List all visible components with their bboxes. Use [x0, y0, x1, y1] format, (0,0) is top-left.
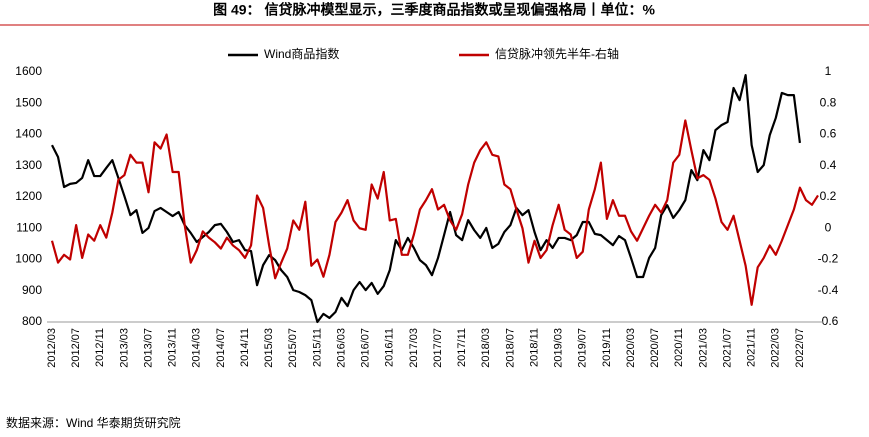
x-tick-label: 2020/03 [625, 328, 637, 368]
y2-tick-label: -0.4 [818, 283, 839, 297]
x-tick-label: 2015/07 [287, 328, 299, 368]
x-tick-label: 2019/11 [601, 328, 613, 367]
x-tick-label: 2019/03 [553, 328, 565, 368]
x-tick-label: 2021/11 [746, 328, 758, 367]
x-tick-label: 2015/03 [263, 328, 275, 368]
y2-tick-label: 0 [825, 220, 832, 234]
x-tick-label: 2017/11 [456, 328, 468, 367]
y2-tick-label: -0.2 [818, 252, 839, 266]
y-tick-label: 1600 [15, 64, 42, 78]
y-tick-label: 800 [22, 314, 42, 328]
x-tick-label: 2022/07 [794, 328, 806, 368]
x-tick-label: 2018/03 [480, 328, 492, 368]
x-tick-label: 2012/03 [46, 328, 58, 368]
y-tick-label: 1300 [15, 158, 42, 172]
x-tick-label: 2022/03 [770, 328, 782, 368]
x-tick-label: 2013/11 [167, 328, 179, 367]
x-tick-label: 2013/07 [142, 328, 154, 368]
y2-tick-label: 0.2 [820, 189, 837, 203]
x-tick-label: 2018/07 [504, 328, 516, 368]
x-tick-label: 2020/11 [673, 328, 685, 367]
x-tick-label: 2012/11 [94, 328, 106, 367]
series-line [50, 119, 819, 306]
series-line [51, 74, 802, 324]
x-tick-label: 2013/03 [118, 328, 130, 368]
x-tick-label: 2016/03 [335, 328, 347, 368]
x-tick-label: 2014/11 [239, 328, 251, 367]
y2-tick-label: -0.6 [818, 314, 839, 328]
y2-tick-label: 0.6 [820, 127, 837, 141]
x-tick-label: 2020/07 [649, 328, 661, 368]
x-tick-label: 2014/07 [215, 328, 227, 368]
x-tick-label: 2016/07 [360, 328, 372, 368]
legend-label: 信贷脉冲领先半年-右轴 [495, 46, 619, 61]
x-tick-label: 2019/07 [577, 328, 589, 368]
y-tick-label: 1000 [15, 252, 42, 266]
y2-tick-label: 0.8 [820, 95, 837, 109]
x-tick-label: 2021/03 [697, 328, 709, 368]
x-tick-label: 2016/11 [384, 328, 396, 367]
y-tick-label: 900 [22, 283, 42, 297]
x-tick-label: 2014/03 [191, 328, 203, 368]
x-tick-label: 2017/07 [432, 328, 444, 368]
y2-tick-label: 1 [825, 64, 832, 78]
x-tick-label: 2012/07 [70, 328, 82, 368]
y-tick-label: 1500 [15, 95, 42, 109]
y-tick-label: 1100 [16, 220, 42, 234]
y2-tick-label: 0.4 [820, 158, 837, 172]
y-tick-label: 1200 [15, 189, 42, 203]
x-tick-label: 2015/11 [311, 328, 323, 367]
chart-title: 图 49： 信贷脉冲模型显示，三季度商品指数或呈现偏强格局丨单位：% [213, 2, 655, 18]
x-tick-label: 2018/11 [528, 328, 540, 367]
y-tick-label: 1400 [15, 127, 42, 141]
x-tick-label: 2021/07 [721, 328, 733, 368]
source-note: 数据来源：Wind 华泰期货研究院 [6, 415, 181, 430]
x-tick-label: 2017/03 [408, 328, 420, 368]
legend-label: Wind商品指数 [264, 46, 339, 61]
